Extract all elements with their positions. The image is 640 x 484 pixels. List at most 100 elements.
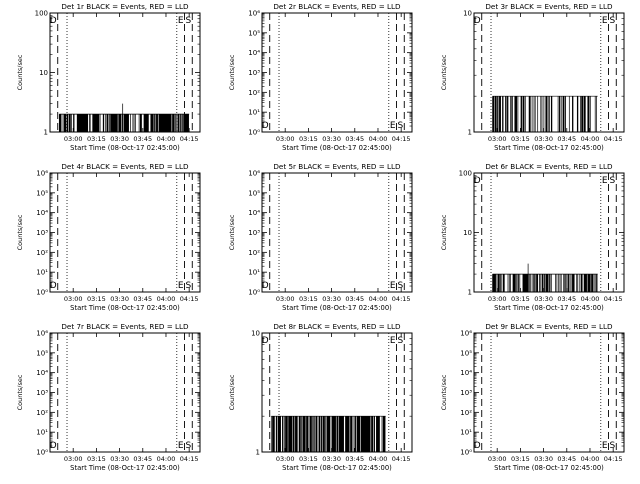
chart-title: Det 3r BLACK = Events, RED = LLD [485, 2, 613, 11]
marker-label: S [398, 336, 404, 346]
y-tick-label: 10¹ [248, 269, 260, 277]
y-axis-label: Counts/sec [16, 54, 24, 90]
x-tick-label: 04:00 [369, 135, 388, 143]
x-tick-label: 03:00 [276, 455, 295, 463]
marker-label: S [186, 16, 192, 26]
y-tick-label: 10³ [36, 389, 48, 397]
marker-label: D [474, 176, 481, 186]
x-tick-label: 04:15 [604, 135, 623, 143]
y-tick-label: 10² [36, 249, 48, 257]
y-tick-label: 10⁵ [460, 349, 472, 357]
chart-title: Det 5r BLACK = Events, RED = LLD [273, 162, 401, 171]
y-axis-label: Counts/sec [228, 374, 236, 410]
x-axis-label: Start Time (08-Oct-17 02:45:00) [282, 464, 392, 472]
x-tick-label: 03:30 [534, 135, 553, 143]
x-tick-label: 03:00 [64, 135, 83, 143]
y-tick-label: 10⁴ [36, 369, 48, 377]
y-tick-label: 1 [44, 129, 48, 137]
y-tick-label: 10² [36, 409, 48, 417]
x-tick-label: 04:00 [581, 455, 600, 463]
y-tick-label: 10⁰ [460, 449, 472, 457]
chart-title: Det 7r BLACK = Events, RED = LLD [61, 322, 189, 331]
chart-panel: Det 1r BLACK = Events, RED = LLD Counts/s… [16, 2, 201, 152]
x-tick-label: 03:15 [511, 295, 530, 303]
chart-panel: Det 2r BLACK = Events, RED = LLD Counts/s… [228, 2, 413, 152]
plot-frame [261, 12, 413, 133]
x-tick-label: 03:45 [557, 455, 576, 463]
y-tick-label: 10³ [248, 229, 260, 237]
y-tick-label: 10⁵ [36, 349, 48, 357]
x-tick-label: 03:45 [557, 135, 576, 143]
event-rate-trace [492, 263, 598, 292]
y-tick-label: 10 [463, 10, 472, 18]
y-tick-label: 10⁵ [248, 189, 260, 197]
plot-frame [473, 172, 625, 293]
marker-label: D [474, 16, 481, 26]
y-tick-label: 10⁰ [248, 289, 260, 297]
x-tick-label: 03:45 [133, 455, 152, 463]
x-axis-label: Start Time (08-Oct-17 02:45:00) [494, 464, 604, 472]
x-tick-label: 03:15 [299, 135, 318, 143]
y-tick-label: 10⁴ [36, 209, 48, 217]
x-tick-label: 03:00 [276, 295, 295, 303]
chart-title: Det 4r BLACK = Events, RED = LLD [61, 162, 189, 171]
y-tick-label: 10⁶ [248, 10, 260, 18]
marker-label: E [602, 441, 608, 451]
y-tick-label: 10 [39, 69, 48, 77]
x-tick-label: 04:00 [369, 295, 388, 303]
chart-panel: Det 3r BLACK = Events, RED = LLD Counts/s… [440, 2, 625, 152]
y-tick-label: 10⁶ [36, 330, 48, 338]
x-tick-label: 03:30 [534, 295, 553, 303]
x-tick-label: 03:15 [511, 135, 530, 143]
y-tick-label: 10⁶ [36, 170, 48, 178]
x-tick-label: 04:15 [604, 295, 623, 303]
x-tick-label: 03:30 [110, 295, 129, 303]
chart-title: Det 8r BLACK = Events, RED = LLD [273, 322, 401, 331]
chart-title: Det 1r BLACK = Events, RED = LLD [61, 2, 189, 11]
y-tick-label: 10¹ [36, 429, 48, 437]
x-tick-label: 03:00 [276, 135, 295, 143]
x-tick-label: 03:45 [345, 135, 364, 143]
y-tick-label: 10⁵ [36, 189, 48, 197]
y-axis-label: Counts/sec [440, 54, 448, 90]
marker-label: D [262, 281, 269, 291]
x-tick-label: 03:15 [87, 455, 106, 463]
plot-frame [49, 172, 201, 293]
marker-label: E [390, 336, 396, 346]
chart-panel: Det 7r BLACK = Events, RED = LLD Counts/s… [16, 322, 201, 472]
marker-label: E [178, 441, 184, 451]
x-axis-label: Start Time (08-Oct-17 02:45:00) [282, 304, 392, 312]
x-tick-label: 03:30 [110, 455, 129, 463]
x-tick-label: 03:15 [511, 455, 530, 463]
y-tick-label: 10² [248, 89, 260, 97]
y-tick-label: 10⁶ [460, 330, 472, 338]
marker-label: D [262, 336, 269, 346]
y-tick-label: 10¹ [248, 109, 260, 117]
y-tick-label: 1 [468, 129, 472, 137]
x-tick-label: 04:15 [392, 455, 411, 463]
y-tick-label: 10⁵ [248, 29, 260, 37]
chart-panel: Det 6r BLACK = Events, RED = LLD Counts/s… [440, 162, 625, 312]
x-tick-label: 03:45 [133, 135, 152, 143]
y-tick-label: 10² [248, 249, 260, 257]
x-axis-label: Start Time (08-Oct-17 02:45:00) [494, 304, 604, 312]
marker-label: D [262, 121, 269, 131]
marker-label: D [50, 281, 57, 291]
x-tick-label: 03:30 [322, 135, 341, 143]
marker-label: D [50, 441, 57, 451]
x-axis-label: Start Time (08-Oct-17 02:45:00) [494, 144, 604, 152]
marker-label: S [186, 441, 192, 451]
marker-label: E [178, 281, 184, 291]
y-axis-label: Counts/sec [440, 374, 448, 410]
marker-label: E [390, 281, 396, 291]
marker-label: S [398, 281, 404, 291]
x-tick-label: 04:15 [180, 295, 199, 303]
y-tick-label: 10 [251, 330, 260, 338]
x-tick-label: 03:15 [299, 455, 318, 463]
marker-label: D [474, 441, 481, 451]
marker-label: E [390, 121, 396, 131]
y-axis-label: Counts/sec [228, 54, 236, 90]
marker-label: S [610, 441, 616, 451]
y-tick-label: 1 [468, 289, 472, 297]
